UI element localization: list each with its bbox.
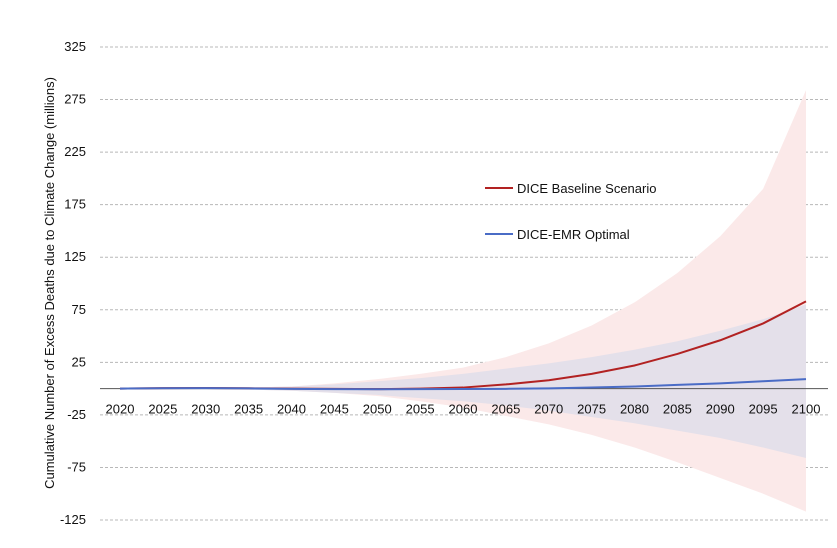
y-tick-label: -125 bbox=[60, 512, 86, 527]
x-tick-labels: 2020 2025 2030 2035 2040 2045 2050 2055 2060 2065… bbox=[106, 402, 821, 417]
y-tick-label: 175 bbox=[64, 197, 86, 212]
x-tick-label: 2100 bbox=[792, 402, 821, 417]
x-tick-label: 2065 bbox=[491, 402, 520, 417]
series-lines bbox=[119, 300, 807, 391]
x-tick-label: 2090 bbox=[706, 402, 735, 417]
x-tick-label: 2085 bbox=[663, 402, 692, 417]
x-tick-label: 2095 bbox=[749, 402, 778, 417]
y-axis-label: Cumulative Number of Excess Deaths due t… bbox=[42, 77, 57, 489]
x-tick-label: 2020 bbox=[106, 402, 135, 417]
x-tick-label: 2045 bbox=[320, 402, 349, 417]
x-tick-label: 2035 bbox=[234, 402, 263, 417]
series-line-optimal bbox=[119, 378, 807, 391]
legend-label: DICE Baseline Scenario bbox=[517, 181, 656, 196]
x-tick-label: 2025 bbox=[148, 402, 177, 417]
x-tick-label: 2055 bbox=[406, 402, 435, 417]
y-tick-label: -25 bbox=[67, 407, 86, 422]
y-tick-label: 275 bbox=[64, 92, 86, 107]
y-tick-label: 75 bbox=[72, 302, 86, 317]
y-tick-label: 325 bbox=[64, 39, 86, 54]
x-tick-label: 2075 bbox=[577, 402, 606, 417]
uncertainty-band-baseline bbox=[120, 90, 806, 512]
uncertainty-band-optimal bbox=[120, 304, 806, 458]
x-tick-label: 2040 bbox=[277, 402, 306, 417]
x-tick-label: 2060 bbox=[449, 402, 478, 417]
y-tick-label: 225 bbox=[64, 144, 86, 159]
y-tick-label: 25 bbox=[72, 354, 86, 369]
legend: DICE Baseline Scenario DICE-EMR Optimal bbox=[485, 181, 656, 242]
legend-label: DICE-EMR Optimal bbox=[517, 227, 630, 242]
uncertainty-bands bbox=[120, 90, 806, 512]
x-tick-label: 2070 bbox=[534, 402, 563, 417]
y-tick-labels: -125 -75 -25 25 75 125 175 225 275 325 bbox=[60, 39, 86, 527]
x-tick-label: 2030 bbox=[191, 402, 220, 417]
y-tick-label: -75 bbox=[67, 459, 86, 474]
y-tick-label: 125 bbox=[64, 249, 86, 264]
x-tick-label: 2050 bbox=[363, 402, 392, 417]
x-tick-label: 2080 bbox=[620, 402, 649, 417]
